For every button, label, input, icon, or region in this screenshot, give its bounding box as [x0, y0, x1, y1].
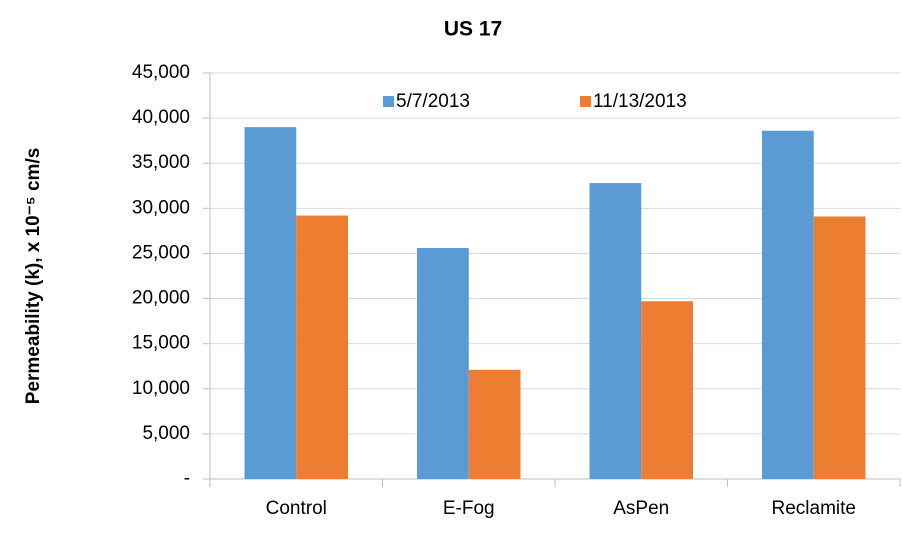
y-tick-label: 25,000 — [132, 242, 190, 263]
y-tick-label: - — [184, 468, 190, 489]
bar — [813, 216, 866, 479]
y-tick-label: 5,000 — [142, 423, 190, 444]
bar — [417, 248, 469, 479]
y-tick-label: 45,000 — [132, 62, 190, 83]
legend-label: 11/13/2013 — [593, 91, 687, 112]
bar — [762, 130, 814, 479]
bar — [468, 369, 521, 479]
bar — [296, 215, 348, 479]
y-tick-label: 15,000 — [132, 333, 190, 354]
legend-swatch — [580, 96, 591, 107]
x-tick-label: AsPen — [613, 498, 669, 519]
x-tick-label: Reclamite — [772, 498, 856, 519]
x-tick-label: Control — [266, 498, 327, 519]
y-axis-label: Permeability (k), x 10⁻⁵ cm/s — [23, 148, 44, 405]
y-tick-label: 35,000 — [132, 152, 190, 173]
x-tick-label: E-Fog — [443, 498, 495, 519]
y-tick-label: 30,000 — [132, 197, 190, 218]
bar — [589, 183, 642, 479]
y-tick-label: 20,000 — [132, 288, 190, 309]
y-tick-label: 40,000 — [132, 107, 190, 128]
legend-label: 5/7/2013 — [396, 91, 470, 112]
bar — [244, 127, 297, 479]
y-tick-label: 10,000 — [132, 378, 190, 399]
bar — [641, 301, 693, 479]
legend-swatch — [383, 96, 394, 107]
chart-title: US 17 — [444, 18, 502, 41]
